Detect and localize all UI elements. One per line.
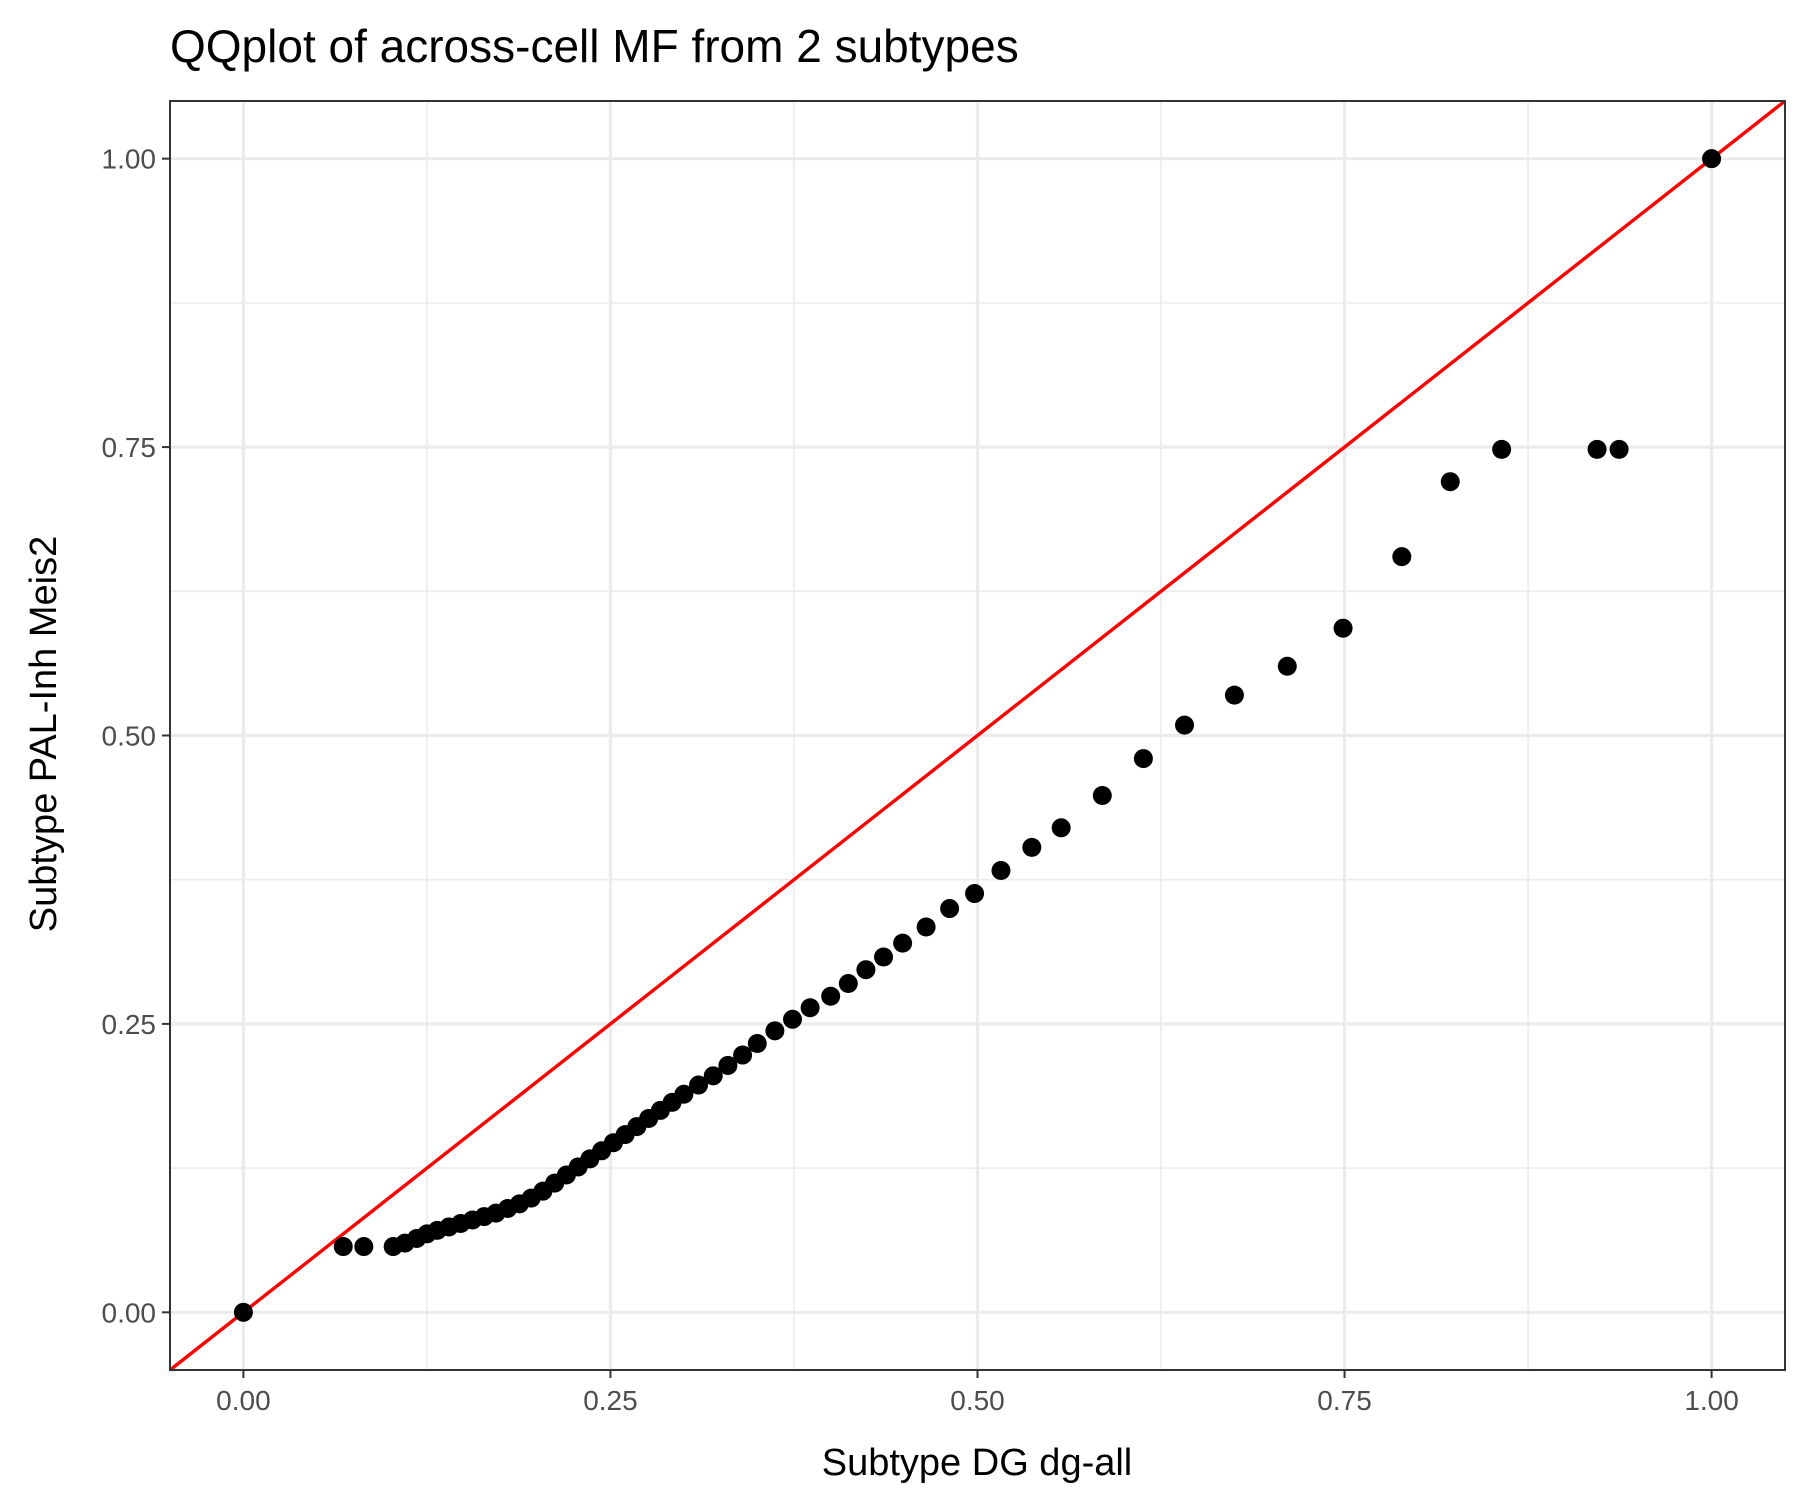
data-point [765,1021,785,1041]
x-tick-label: 0.25 [583,1385,638,1416]
data-point [916,917,936,937]
x-tick-label: 0.75 [1317,1385,1372,1416]
x-tick-label: 0.50 [950,1385,1005,1416]
data-point [800,998,820,1018]
data-point [703,1066,723,1086]
data-point [233,1302,253,1322]
reference-line-group [168,99,1787,1372]
data-point [1051,818,1071,838]
x-axis: 0.00 0.25 0.50 0.75 1.00 [216,1370,1739,1416]
data-point [1133,749,1153,769]
data-point [1392,547,1412,567]
x-tick-label: 1.00 [1684,1385,1739,1416]
y-axis: 0.00 0.25 0.50 0.75 1.00 [102,144,170,1328]
data-point [821,986,841,1006]
data-point [747,1034,767,1054]
data-point [333,1237,353,1257]
data-point [674,1084,694,1104]
chart-title: QQplot of across-cell MF from 2 subtypes [170,20,1019,72]
data-points [233,149,1722,1322]
data-point [1175,715,1195,735]
x-tick-label: 0.00 [216,1385,271,1416]
y-tick-label: 0.50 [102,721,157,752]
data-point [1440,472,1460,492]
data-point [856,960,876,980]
data-point [689,1075,709,1095]
data-point [1022,837,1042,857]
data-point [733,1045,753,1065]
y-tick-label: 0.75 [102,432,157,463]
data-point [1092,785,1112,805]
data-point [893,933,913,953]
data-point [1702,149,1722,169]
data-point [718,1055,738,1075]
y-tick-label: 0.25 [102,1009,157,1040]
data-point [838,974,858,994]
data-point [1224,685,1244,705]
data-point [1587,439,1607,459]
y-tick-label: 1.00 [102,144,157,175]
y-axis-title: Subtype PAL-Inh Meis2 [23,536,65,932]
data-point [354,1237,374,1257]
data-point [991,860,1011,880]
data-point [1609,439,1629,459]
x-axis-title: Subtype DG dg-all [822,1442,1133,1484]
data-point [1277,656,1297,676]
plot-panel [168,99,1787,1372]
grid-lines [170,101,1785,1370]
data-point [1333,618,1353,638]
y-tick-label: 0.00 [102,1297,157,1328]
data-point [940,899,960,919]
data-point [783,1009,803,1029]
identity-reference-line [168,99,1787,1372]
data-point [874,947,894,967]
data-point [1492,439,1512,459]
data-point [965,884,985,904]
